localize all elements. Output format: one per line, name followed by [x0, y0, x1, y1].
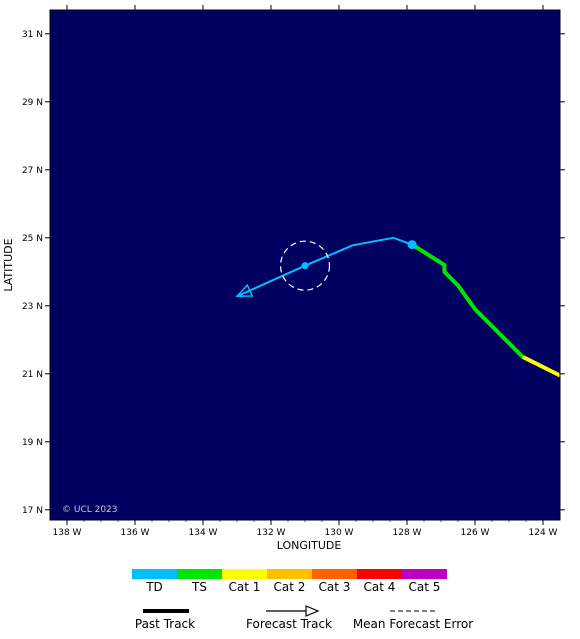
- legend-label: Cat 1: [229, 580, 261, 594]
- lon-tick-label: 132 W: [257, 528, 286, 538]
- lat-tick-label: 25 N: [22, 234, 43, 244]
- legend-label: TS: [191, 580, 207, 594]
- x-axis-title: LONGITUDE: [277, 539, 342, 552]
- y-axis-title: LATITUDE: [2, 238, 15, 291]
- lat-tick-label: 27 N: [22, 166, 43, 176]
- lon-tick-label: 128 W: [393, 528, 422, 538]
- copyright-label: © UCL 2023: [62, 505, 118, 515]
- lon-tick-label: 126 W: [461, 528, 490, 538]
- legend-label: Cat 2: [274, 580, 306, 594]
- legend-label: Cat 3: [319, 580, 351, 594]
- legend-label: Cat 5: [409, 580, 441, 594]
- legend-label: Cat 4: [364, 580, 396, 594]
- lat-tick-label: 29 N: [22, 98, 43, 108]
- legend-swatch: [357, 569, 402, 579]
- forecast-arrow-head: [235, 283, 254, 298]
- lat-tick-label: 21 N: [22, 370, 43, 380]
- lon-tick-label: 138 W: [53, 528, 82, 538]
- lon-tick-label: 130 W: [325, 528, 354, 538]
- legend-swatch: [222, 569, 267, 579]
- forecast-track-line: [236, 236, 413, 298]
- legend-label: TD: [145, 580, 163, 594]
- legend-track-types: Past Track Forecast Track Mean Forecast …: [135, 605, 473, 631]
- legend-swatch: [267, 569, 312, 579]
- axis-ticks: 138 W 136 W 134 W 132 W 130 W 128 W 126 W 124 W…: [22, 5, 565, 538]
- forecast-error-circle: [279, 240, 331, 291]
- error-label: Mean Forecast Error: [353, 617, 473, 631]
- forecast-track-label: Forecast Track: [246, 617, 332, 631]
- lon-tick-label: 134 W: [189, 528, 218, 538]
- track-layer: [235, 236, 561, 378]
- lat-tick-label: 17 N: [22, 506, 43, 516]
- current-position-marker: [407, 240, 417, 250]
- past-track-segment: [521, 355, 561, 378]
- past-track-label: Past Track: [135, 617, 195, 631]
- lon-tick-label: 124 W: [529, 528, 558, 538]
- legend: TD TS Cat 1 Cat 2 Cat 3 Cat 4 Cat 5: [132, 569, 447, 594]
- past-track-segment: [411, 242, 525, 359]
- lat-tick-label: 19 N: [22, 438, 43, 448]
- lat-tick-label: 31 N: [22, 30, 43, 40]
- forecast-arrow-icon: [305, 605, 320, 617]
- forecast-point: [301, 262, 309, 270]
- legend-swatch: [177, 569, 222, 579]
- legend-swatch: [402, 569, 447, 579]
- legend-swatch: [312, 569, 357, 579]
- lon-tick-label: 136 W: [121, 528, 150, 538]
- legend-swatch: [132, 569, 177, 579]
- lat-tick-label: 23 N: [22, 302, 43, 312]
